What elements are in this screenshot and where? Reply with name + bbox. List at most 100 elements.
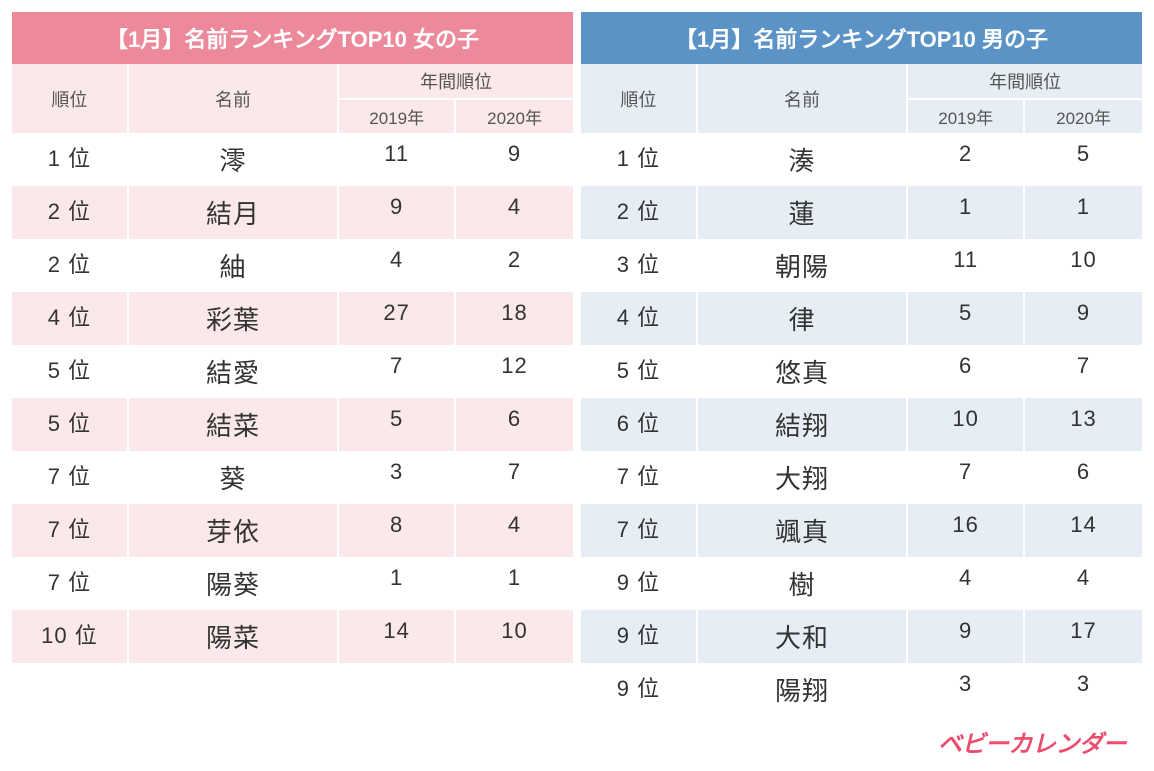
footer-logo: ベビーカレンダー (12, 716, 1142, 759)
rank-cell: 7 位 (12, 504, 129, 557)
y2020-cell: 2 (456, 239, 573, 292)
header-yearly-group: 年間順位2019年2020年 (908, 64, 1142, 133)
name-cell: 彩葉 (129, 292, 339, 345)
y2020-cell: 7 (1025, 345, 1142, 398)
rank-cell: 7 位 (12, 557, 129, 610)
y2020-cell: 9 (1025, 292, 1142, 345)
table-row: 2 位紬42 (12, 239, 573, 292)
y2019-cell: 4 (908, 557, 1025, 610)
y2020-cell: 1 (456, 557, 573, 610)
y2019-cell: 2 (908, 133, 1025, 186)
name-cell: 芽依 (129, 504, 339, 557)
table-row: 4 位律59 (581, 292, 1142, 345)
table-row: 7 位陽葵11 (12, 557, 573, 610)
name-cell: 朝陽 (698, 239, 908, 292)
header-rank: 順位 (12, 64, 129, 133)
y2019-cell: 9 (339, 186, 456, 239)
name-cell: 律 (698, 292, 908, 345)
rank-cell: 3 位 (581, 239, 698, 292)
header-name: 名前 (698, 64, 908, 133)
rank-cell: 10 位 (12, 610, 129, 663)
girls-ranking-table: 【1月】名前ランキングTOP10 女の子順位名前年間順位2019年2020年1 … (12, 12, 573, 716)
y2019-cell: 16 (908, 504, 1025, 557)
rank-cell: 9 位 (581, 663, 698, 716)
name-cell: 颯真 (698, 504, 908, 557)
rank-cell: 2 位 (12, 239, 129, 292)
boys-ranking-table: 【1月】名前ランキングTOP10 男の子順位名前年間順位2019年2020年1 … (581, 12, 1142, 716)
y2019-cell: 3 (339, 451, 456, 504)
name-cell: 紬 (129, 239, 339, 292)
name-cell: 大和 (698, 610, 908, 663)
girls-title: 【1月】名前ランキングTOP10 女の子 (12, 12, 573, 64)
y2019-cell: 5 (339, 398, 456, 451)
rank-cell: 9 位 (581, 557, 698, 610)
y2020-cell: 5 (1025, 133, 1142, 186)
rank-cell: 7 位 (581, 504, 698, 557)
y2020-cell: 18 (456, 292, 573, 345)
rank-cell: 7 位 (12, 451, 129, 504)
y2019-cell: 27 (339, 292, 456, 345)
girls-header: 順位名前年間順位2019年2020年 (12, 64, 573, 133)
y2020-cell: 10 (1025, 239, 1142, 292)
y2019-cell: 3 (908, 663, 1025, 716)
header-yearly-label: 年間順位 (908, 64, 1142, 100)
header-2020: 2020年 (1025, 100, 1142, 133)
y2019-cell: 7 (908, 451, 1025, 504)
rank-cell: 4 位 (581, 292, 698, 345)
header-yearly-group: 年間順位2019年2020年 (339, 64, 573, 133)
name-cell: 結翔 (698, 398, 908, 451)
y2019-cell: 11 (908, 239, 1025, 292)
name-cell: 結愛 (129, 345, 339, 398)
table-row: 9 位陽翔33 (581, 663, 1142, 716)
table-row: 3 位朝陽1110 (581, 239, 1142, 292)
table-row: 7 位芽依84 (12, 504, 573, 557)
rank-cell: 5 位 (581, 345, 698, 398)
header-name: 名前 (129, 64, 339, 133)
name-cell: 澪 (129, 133, 339, 186)
name-cell: 葵 (129, 451, 339, 504)
table-row: 7 位葵37 (12, 451, 573, 504)
rank-cell: 2 位 (581, 186, 698, 239)
y2020-cell: 10 (456, 610, 573, 663)
rank-cell: 5 位 (12, 398, 129, 451)
y2020-cell: 7 (456, 451, 573, 504)
table-row: 7 位颯真1614 (581, 504, 1142, 557)
y2020-cell: 1 (1025, 186, 1142, 239)
rank-cell: 7 位 (581, 451, 698, 504)
table-row: 5 位結菜56 (12, 398, 573, 451)
y2019-cell: 1 (339, 557, 456, 610)
table-row: 10 位陽菜1410 (12, 610, 573, 663)
y2020-cell: 6 (456, 398, 573, 451)
y2020-cell: 4 (456, 504, 573, 557)
y2020-cell: 6 (1025, 451, 1142, 504)
table-row: 1 位澪119 (12, 133, 573, 186)
y2019-cell: 11 (339, 133, 456, 186)
y2019-cell: 10 (908, 398, 1025, 451)
header-2019: 2019年 (339, 100, 456, 133)
table-row: 2 位蓮11 (581, 186, 1142, 239)
rank-cell: 5 位 (12, 345, 129, 398)
y2019-cell: 14 (339, 610, 456, 663)
y2019-cell: 1 (908, 186, 1025, 239)
rank-cell: 1 位 (581, 133, 698, 186)
y2019-cell: 8 (339, 504, 456, 557)
table-row: 7 位大翔76 (581, 451, 1142, 504)
y2019-cell: 4 (339, 239, 456, 292)
table-row: 9 位大和917 (581, 610, 1142, 663)
table-row: 2 位結月94 (12, 186, 573, 239)
ranking-container: 【1月】名前ランキングTOP10 女の子順位名前年間順位2019年2020年1 … (12, 12, 1142, 716)
rank-cell: 1 位 (12, 133, 129, 186)
rank-cell: 6 位 (581, 398, 698, 451)
boys-title: 【1月】名前ランキングTOP10 男の子 (581, 12, 1142, 64)
rank-cell: 2 位 (12, 186, 129, 239)
y2019-cell: 7 (339, 345, 456, 398)
name-cell: 湊 (698, 133, 908, 186)
name-cell: 結月 (129, 186, 339, 239)
name-cell: 樹 (698, 557, 908, 610)
name-cell: 結菜 (129, 398, 339, 451)
table-row: 5 位結愛712 (12, 345, 573, 398)
header-2019: 2019年 (908, 100, 1025, 133)
table-row: 4 位彩葉2718 (12, 292, 573, 345)
rank-cell: 9 位 (581, 610, 698, 663)
name-cell: 蓮 (698, 186, 908, 239)
